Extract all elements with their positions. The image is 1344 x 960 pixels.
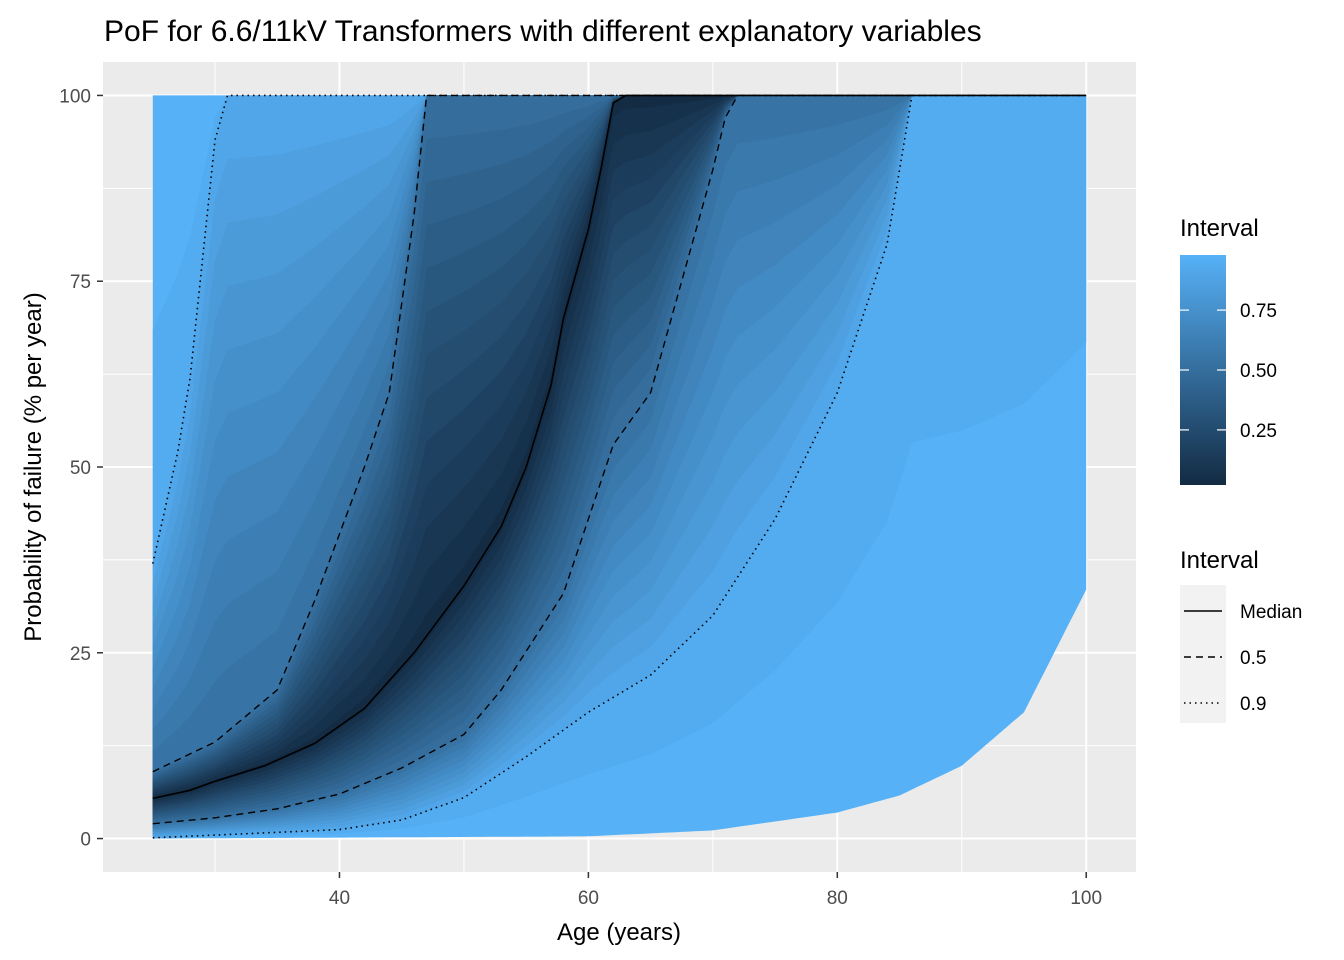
y-tick-label: 100 bbox=[59, 86, 91, 107]
legend-label: 0.9 bbox=[1240, 694, 1266, 715]
y-tick-label: 0 bbox=[80, 830, 91, 851]
colorbar-label: 0.25 bbox=[1240, 421, 1277, 442]
fill-legend-title: Interval bbox=[1180, 215, 1259, 242]
chart-title: PoF for 6.6/11kV Transformers with diffe… bbox=[104, 15, 982, 48]
interval-50-lower-line bbox=[152, 95, 739, 825]
interval-50-upper-line bbox=[152, 94, 1087, 773]
interval-bands bbox=[152, 95, 1087, 839]
y-axis-title: Probability of failure (% per year) bbox=[20, 292, 47, 641]
plot-panel bbox=[103, 62, 1136, 872]
x-tick-label: 80 bbox=[827, 888, 848, 909]
legend-label: Median bbox=[1240, 602, 1302, 623]
x-axis-title: Age (years) bbox=[557, 919, 681, 946]
interval-90-upper-line bbox=[152, 94, 1087, 564]
x-tick-label: 100 bbox=[1070, 888, 1102, 909]
y-tick-label: 75 bbox=[70, 272, 91, 293]
line-legend-title: Interval bbox=[1180, 547, 1259, 574]
y-axis: 0 25 50 75 100 bbox=[59, 86, 103, 851]
y-tick-label: 50 bbox=[70, 458, 91, 479]
colorbar-label: 0.75 bbox=[1240, 301, 1277, 322]
line-legend-entries: Median 0.5 0.9 bbox=[1184, 602, 1302, 715]
x-tick-label: 40 bbox=[329, 888, 350, 909]
line-legend-keys-background bbox=[1180, 585, 1226, 723]
fill-legend: Interval 0.25 0.50 0.75 bbox=[1180, 215, 1277, 485]
colorbar-label: 0.50 bbox=[1240, 361, 1277, 382]
colorbar-ticks: 0.25 0.50 0.75 bbox=[1180, 301, 1277, 442]
x-axis: 40 60 80 100 bbox=[329, 872, 1102, 909]
median-line bbox=[152, 94, 1087, 800]
y-tick-label: 25 bbox=[70, 644, 91, 665]
line-legend: Interval Median 0.5 0.9 bbox=[1180, 547, 1302, 723]
legend-label: 0.5 bbox=[1240, 648, 1266, 669]
interval-lines bbox=[152, 94, 1087, 839]
x-tick-label: 60 bbox=[578, 888, 599, 909]
